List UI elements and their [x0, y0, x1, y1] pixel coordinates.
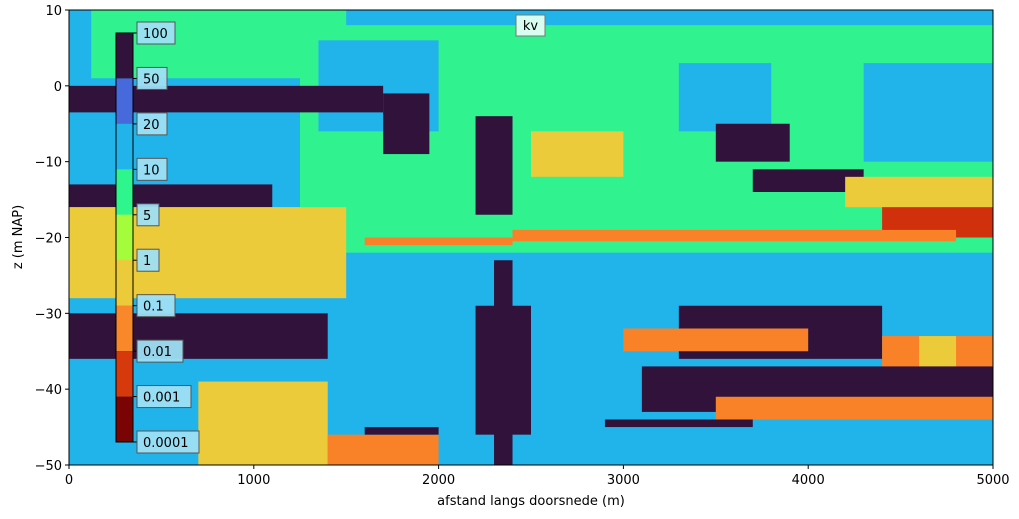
colorbar-label-box	[136, 157, 168, 181]
chart-title: kv	[523, 19, 539, 34]
region-very-low	[623, 328, 809, 352]
colorbar-label-box	[136, 430, 200, 454]
x-tick-label: 2000	[422, 473, 455, 488]
region-very-high	[475, 305, 531, 435]
colorbar-label-box	[136, 66, 168, 90]
colorbar-label: 100	[143, 27, 168, 42]
colorbar-segment	[116, 169, 133, 215]
colorbar-frame	[115, 32, 134, 443]
y-tick-label: −40	[35, 383, 62, 398]
region-very-high	[364, 427, 439, 435]
colorbar-label-box	[136, 339, 184, 363]
heatmap-regions	[69, 10, 993, 465]
region-very-high	[604, 419, 753, 428]
title-box: kv	[515, 14, 546, 37]
region-low	[845, 176, 993, 208]
region-very-high	[69, 184, 273, 208]
x-tick-label: 3000	[607, 473, 640, 488]
colorbar-segment	[116, 305, 133, 352]
y-tick-label: −20	[35, 232, 62, 247]
y-tick-label: −10	[35, 156, 62, 171]
colorbar-label-box	[136, 294, 176, 318]
region-low	[919, 336, 957, 367]
colorbar-label-box	[136, 385, 192, 409]
colorbar-segment	[116, 351, 133, 397]
colorbar-label: 1	[143, 254, 151, 269]
region-very-low	[512, 229, 957, 242]
region-high	[863, 63, 993, 162]
region-very-low	[715, 396, 993, 420]
region-low	[198, 381, 328, 465]
colorbar-label-box	[136, 203, 160, 227]
region-low	[69, 207, 347, 299]
colorbar-segment	[116, 123, 133, 170]
x-tick-label: 5000	[976, 473, 1009, 488]
x-axis-label: afstand langs doorsnede (m)	[437, 494, 625, 509]
region-very-low	[364, 237, 513, 246]
region-very-low	[327, 434, 439, 465]
y-axis: −50 −40 −30 −20 −10 0 10	[35, 4, 69, 474]
colorbar-segment	[116, 396, 133, 442]
colorbar-label: 20	[143, 118, 160, 133]
region-very-high	[69, 313, 328, 359]
colorbar-segment	[116, 33, 133, 79]
colorbar-label: 50	[143, 72, 160, 87]
colorbar-label: 0.001	[143, 391, 180, 406]
colorbar-label-box	[136, 21, 176, 45]
colorbar-label: 0.01	[143, 345, 172, 360]
y-tick-label: 0	[54, 80, 62, 95]
colorbar-label-box	[136, 248, 160, 272]
x-tick-label: 1000	[237, 473, 270, 488]
colorbar: 100 50 20 10 5 1 0.1 0.01 0.001 0.0001	[115, 21, 200, 454]
colorbar-label-box	[136, 112, 168, 136]
colorbar-label: 5	[143, 209, 151, 224]
x-tick-label: 4000	[792, 473, 825, 488]
colorbar-label: 10	[143, 163, 160, 178]
y-tick-label: −50	[35, 459, 62, 474]
colorbar-segment	[116, 214, 133, 261]
x-tick-label: 0	[65, 473, 73, 488]
colorbar-label: 0.0001	[143, 436, 189, 451]
region-high	[678, 63, 772, 132]
y-tick-label: −30	[35, 307, 62, 322]
y-axis-label: z (m NAP)	[11, 205, 26, 269]
region-very-high	[383, 93, 430, 155]
colorbar-label: 0.1	[143, 300, 164, 315]
y-tick-label: 10	[45, 4, 62, 19]
region-low	[531, 131, 624, 177]
region-very-high	[752, 169, 864, 192]
colorbar-segment	[116, 78, 133, 124]
region-very-high	[715, 123, 790, 162]
region-very-high	[475, 116, 513, 215]
x-axis: 0 1000 2000 3000 4000 5000	[65, 465, 1010, 488]
colorbar-segment	[116, 260, 133, 306]
